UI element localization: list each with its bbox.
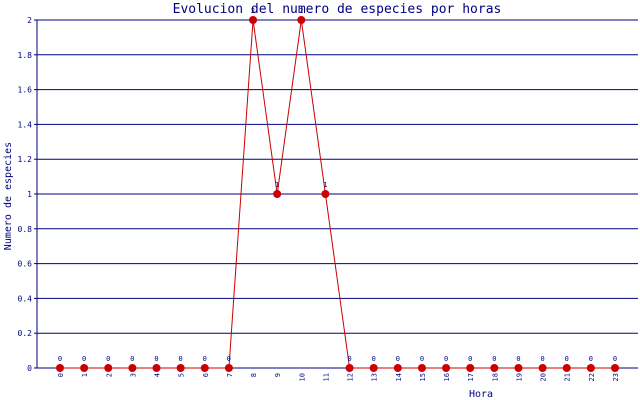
x-tick-label: 10 [298, 373, 306, 381]
y-tick-label: 1 [27, 190, 32, 199]
data-label: 0 [565, 355, 569, 363]
x-axis-label: Hora [469, 389, 493, 400]
x-tick-label: 15 [419, 373, 427, 381]
y-tick-label: 1.6 [18, 86, 33, 95]
x-tick-label: 21 [564, 373, 572, 381]
data-label: 0 [179, 355, 183, 363]
point [393, 364, 402, 372]
data-label: 0 [420, 355, 424, 363]
data-label: 0 [492, 355, 496, 363]
data-label: 2 [251, 7, 255, 15]
line [60, 19, 615, 369]
point [152, 364, 161, 372]
x-tick-label: 5 [178, 373, 186, 377]
point [514, 364, 523, 372]
y-tick-label: 0.4 [18, 294, 33, 303]
x-tick-label: 19 [515, 373, 523, 381]
x-tick-label: 3 [129, 373, 137, 377]
x-tick-label: 9 [274, 373, 282, 377]
data-label: 0 [372, 355, 376, 363]
y-axis-label: Numero de especies [3, 142, 14, 250]
x-tick-label: 16 [443, 373, 451, 381]
y-tick-label: 0.2 [18, 329, 33, 338]
data-label: 0 [396, 355, 400, 363]
x-tick-label: 6 [202, 373, 210, 377]
point [224, 364, 233, 372]
x-tick-label: 11 [322, 373, 330, 381]
x-tick-label: 14 [395, 373, 403, 381]
data-label: 0 [589, 355, 593, 363]
data-label: 0 [227, 355, 231, 363]
x-tick-label: 13 [371, 373, 379, 381]
y-tick-label: 0 [27, 364, 32, 373]
point [345, 364, 354, 372]
y-tick-label: 2 [27, 16, 32, 25]
data-label: 0 [82, 355, 86, 363]
y-tick-label: 1.2 [18, 155, 33, 164]
data-label: 0 [347, 355, 351, 363]
x-tick-label: 22 [588, 373, 596, 381]
data-label: 2 [299, 7, 303, 15]
point [466, 364, 475, 372]
data-label: 0 [203, 355, 207, 363]
point [273, 190, 282, 198]
x-tick-label: 20 [540, 373, 548, 381]
x-tick-label: 0 [57, 373, 65, 377]
point [321, 190, 330, 198]
x-tick-label: 8 [250, 373, 258, 377]
point [369, 364, 378, 372]
point [80, 364, 89, 372]
point [104, 364, 113, 372]
data-label: 1 [323, 181, 327, 189]
point [586, 364, 595, 372]
point [56, 364, 64, 372]
point [200, 364, 209, 372]
x-tick-label: 7 [226, 373, 234, 377]
x-tick-label: 17 [467, 373, 475, 381]
y-tick-label: 1.4 [18, 120, 33, 129]
point [490, 364, 499, 372]
y-tick-label: 1.8 [18, 51, 33, 60]
point [562, 364, 571, 372]
point [442, 364, 451, 372]
point [297, 16, 306, 24]
y-tick-label: 0.8 [18, 225, 33, 234]
data-label: 0 [58, 355, 62, 363]
data-label: 1 [275, 181, 279, 189]
data-label: 0 [613, 355, 617, 363]
data-label: 0 [468, 355, 472, 363]
x-tick-label: 1 [81, 373, 89, 377]
data-label: 0 [540, 355, 544, 363]
point [176, 364, 185, 372]
point [128, 364, 137, 372]
x-tick-label: 12 [347, 373, 355, 381]
data-label: 0 [106, 355, 110, 363]
data-label: 0 [444, 355, 448, 363]
chart-title: Evolucion del numero de especies por hor… [173, 2, 502, 17]
point [538, 364, 547, 372]
point [249, 16, 258, 24]
point [611, 364, 619, 372]
x-tick-label: 4 [154, 373, 162, 377]
data-label: 0 [130, 355, 134, 363]
x-tick-label: 23 [612, 373, 620, 381]
x-tick-label: 2 [105, 373, 113, 377]
data-label: 0 [516, 355, 520, 363]
data-label: 0 [154, 355, 158, 363]
x-tick-label: 18 [491, 373, 499, 381]
point [417, 364, 426, 372]
y-tick-label: 0.6 [18, 260, 33, 269]
